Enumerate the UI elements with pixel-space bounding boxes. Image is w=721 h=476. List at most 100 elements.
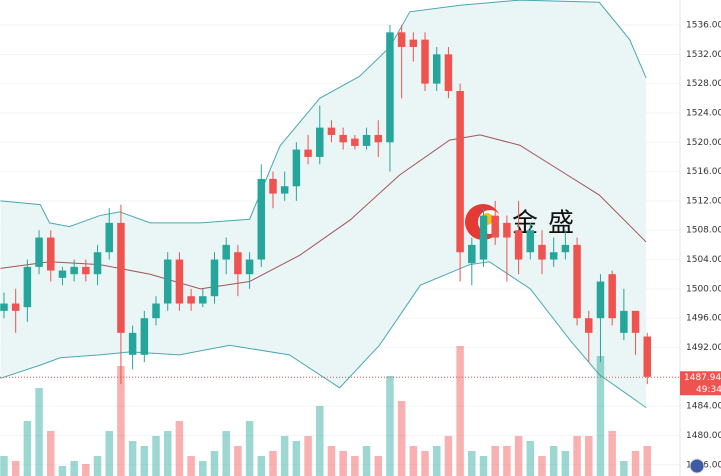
volume-bar bbox=[245, 421, 254, 476]
volume-bar bbox=[538, 456, 546, 476]
volume-bar bbox=[643, 446, 652, 476]
y-tick-label: 1484.00 bbox=[686, 402, 721, 412]
volume-bar bbox=[444, 436, 453, 476]
candle-body bbox=[585, 318, 593, 333]
volume-bar bbox=[351, 456, 359, 476]
candle-body bbox=[409, 39, 418, 47]
y-tick-label: 1504.00 bbox=[686, 255, 721, 265]
candle-body bbox=[234, 252, 242, 275]
candle-body bbox=[514, 230, 523, 260]
volume-bar bbox=[93, 456, 102, 476]
candle-body bbox=[152, 303, 160, 319]
y-tick-label: 1508.00 bbox=[686, 226, 721, 236]
candle-body bbox=[596, 281, 605, 319]
volume-bar bbox=[479, 456, 488, 476]
candle-body bbox=[386, 32, 394, 143]
volume-bar bbox=[514, 436, 523, 476]
y-tick-label: 1536.00 bbox=[686, 20, 721, 30]
candle-body bbox=[374, 134, 382, 143]
last-price-tag bbox=[680, 371, 721, 396]
volume-bar bbox=[0, 456, 8, 476]
candle-body bbox=[643, 336, 652, 377]
volume-bar bbox=[105, 431, 113, 476]
candles bbox=[0, 24, 680, 385]
volume-bar bbox=[47, 431, 55, 476]
candle-body bbox=[362, 134, 371, 146]
candle-body bbox=[327, 127, 336, 135]
candle-body bbox=[304, 149, 312, 157]
volume-bar bbox=[585, 436, 593, 476]
candle-body bbox=[456, 90, 464, 253]
volume-bar bbox=[257, 456, 266, 476]
volume-bar bbox=[70, 461, 78, 476]
volume-bar bbox=[397, 401, 406, 476]
y-tick-label: 1500.00 bbox=[686, 284, 721, 294]
flag-icon[interactable] bbox=[689, 458, 705, 474]
last-price-label: 1487.94 bbox=[684, 373, 721, 383]
volume-bar bbox=[339, 451, 347, 476]
volume-bar bbox=[526, 441, 535, 476]
candle-body bbox=[117, 222, 125, 333]
volume-bar bbox=[175, 421, 184, 476]
volume-bar bbox=[304, 436, 312, 476]
y-tick-label: 1524.00 bbox=[686, 108, 721, 118]
candle-body bbox=[70, 266, 78, 275]
volume-bar bbox=[269, 451, 277, 476]
y-tick-label: 1532.00 bbox=[686, 50, 721, 60]
volume-bar bbox=[503, 446, 511, 476]
y-tick-label: 1516.00 bbox=[686, 167, 721, 177]
candle-body bbox=[549, 252, 558, 260]
band-fill bbox=[0, 0, 647, 408]
watermark: 金盛 bbox=[512, 209, 584, 239]
candle-body bbox=[351, 138, 359, 146]
y-axis: 1476.001480.001484.001488.001492.001496.… bbox=[680, 20, 721, 470]
volume-bar bbox=[631, 451, 640, 476]
candle-body bbox=[105, 222, 113, 253]
candle-body bbox=[620, 310, 628, 333]
volume-bar bbox=[561, 451, 570, 476]
candle-body bbox=[11, 303, 20, 311]
band-middle bbox=[0, 134, 647, 290]
candle-body bbox=[316, 127, 324, 157]
volume-bar bbox=[468, 451, 476, 476]
volume-bar bbox=[199, 461, 207, 476]
candle-body bbox=[538, 244, 546, 260]
volume-bar bbox=[362, 446, 371, 476]
candle-body bbox=[339, 134, 347, 143]
candle-body bbox=[82, 266, 90, 275]
candle-body bbox=[257, 178, 266, 260]
volume-bar bbox=[152, 436, 160, 476]
volume-bar bbox=[409, 446, 418, 476]
candle-body bbox=[479, 215, 488, 260]
y-tick-label: 1492.00 bbox=[686, 343, 721, 353]
volume-bar bbox=[327, 446, 336, 476]
volume-bar bbox=[117, 366, 125, 476]
candle-body bbox=[292, 149, 301, 187]
volume-bar bbox=[35, 388, 43, 476]
candle-body bbox=[163, 259, 172, 304]
candle-body bbox=[93, 252, 102, 275]
volume bbox=[0, 346, 652, 476]
volume-bar bbox=[23, 421, 32, 476]
candle-body bbox=[444, 54, 453, 91]
candle-body bbox=[245, 259, 254, 275]
candle-body bbox=[561, 244, 570, 253]
bands bbox=[0, 0, 647, 409]
candle-body bbox=[140, 318, 149, 355]
countdown-label: 49:34 bbox=[696, 385, 721, 395]
band-lower bbox=[0, 261, 647, 409]
volume-bar bbox=[292, 441, 301, 476]
candle-body bbox=[199, 296, 207, 304]
candle-body bbox=[608, 274, 616, 319]
candle-body bbox=[0, 303, 8, 311]
volume-bar bbox=[163, 431, 172, 476]
volume-bar bbox=[187, 456, 195, 476]
volume-bar bbox=[234, 446, 242, 476]
y-tick-label: 1512.00 bbox=[686, 196, 721, 206]
volume-bar bbox=[222, 431, 230, 476]
y-tick-label: 1520.00 bbox=[686, 138, 721, 148]
volume-bar bbox=[374, 456, 382, 476]
volume-bar bbox=[210, 451, 219, 476]
candle-body bbox=[491, 215, 499, 238]
candle-body bbox=[631, 310, 640, 333]
